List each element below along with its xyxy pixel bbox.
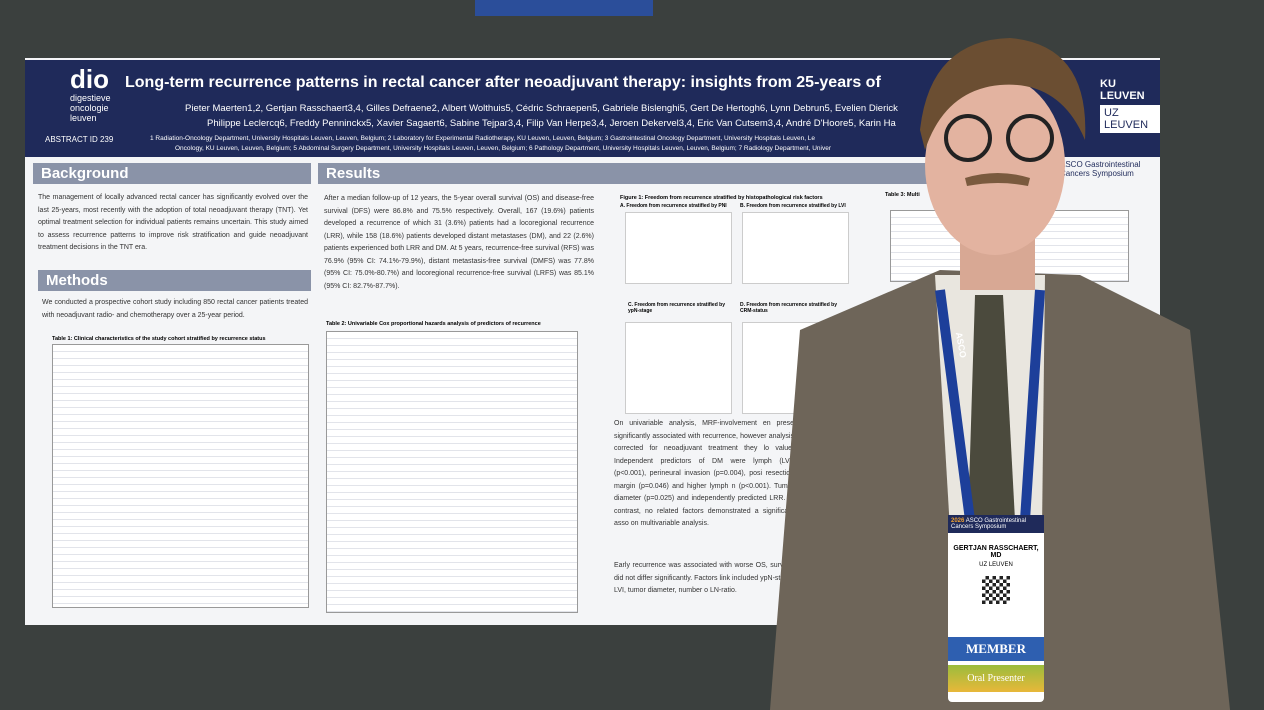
glasses bbox=[944, 114, 992, 162]
symposium-logo: ASCO Gastrointestinal Cancers Symposium bbox=[1060, 160, 1140, 178]
section-heading: Results bbox=[318, 163, 928, 184]
glasses bbox=[1006, 114, 1054, 162]
logo-sub: digestieve oncologie leuven bbox=[70, 93, 111, 123]
uz-logo: UZ LEUVEN bbox=[1100, 105, 1160, 133]
section-heading: Background bbox=[33, 163, 311, 184]
logo: dio bbox=[70, 64, 109, 94]
paragraph: The management of locally advanced recta… bbox=[38, 194, 308, 251]
km-plot bbox=[625, 212, 732, 284]
paragraph: After a median follow-up of 12 years, th… bbox=[324, 195, 595, 290]
title: Long-term recurrence patterns in rectal … bbox=[125, 74, 881, 91]
section-heading: Methods bbox=[38, 270, 311, 291]
badge-event: 2026 ASCO Gastrointestinal Cancers Sympo… bbox=[948, 515, 1044, 533]
figure-title: Figure 1: Freedom from recurrence strati… bbox=[620, 195, 823, 201]
panel-title: A. Freedom from recurrence stratified by… bbox=[620, 203, 727, 209]
badge-name: GERTJAN RASSCHAERT, MD bbox=[953, 545, 1039, 559]
badge: 2026 ASCO Gastrointestinal Cancers Sympo… bbox=[948, 515, 1044, 702]
panel-title: D. Freedom from recurrence stratified by… bbox=[740, 302, 837, 314]
badge-event-text: ASCO Gastrointestinal Cancers Symposium bbox=[951, 518, 1027, 530]
affiliations: 1 Radiation-Oncology Department, Univers… bbox=[150, 135, 816, 142]
hair bbox=[920, 38, 1086, 150]
authors: Pieter Maerten1,2, Gertjan Rasschaert3,4… bbox=[185, 103, 898, 114]
table bbox=[52, 344, 309, 608]
face bbox=[925, 75, 1065, 255]
qr-code bbox=[982, 576, 1010, 604]
ceiling-banner bbox=[475, 0, 653, 16]
paragraph: Early recurrence was associated with wor… bbox=[614, 562, 794, 594]
table-title: Table 1: Clinical characteristics of the… bbox=[52, 336, 266, 342]
paragraph: We conducted a prospective cohort study … bbox=[42, 299, 308, 319]
panel-title: B. Freedom from recurrence stratified by… bbox=[740, 203, 846, 209]
km-plot bbox=[625, 322, 732, 414]
lanyard bbox=[935, 289, 1045, 521]
moustache bbox=[965, 173, 1030, 186]
abstract-id: ABSTRACT ID 239 bbox=[45, 135, 114, 144]
badge-member: MEMBER bbox=[948, 637, 1044, 661]
symposium-text: Cancers Symposium bbox=[1060, 169, 1134, 178]
paragraph: On univariable analysis, MRF-involvement… bbox=[614, 420, 794, 527]
symposium-text: ASCO Gastrointestinal bbox=[1060, 160, 1141, 169]
poster-header: dio digestieve oncologie leuven ABSTRACT… bbox=[25, 60, 1160, 157]
badge-org: UZ LEUVEN bbox=[979, 562, 1013, 568]
badge-year: 2026 bbox=[951, 518, 965, 524]
authors: Philippe Leclercq6, Freddy Penninckx5, X… bbox=[207, 118, 896, 129]
badge-role: Oral Presenter bbox=[948, 665, 1044, 692]
ku-logo: KU LEUVEN bbox=[1100, 78, 1145, 102]
km-plot bbox=[742, 212, 849, 284]
table bbox=[326, 331, 578, 613]
table-title: Table 2: Univariable Cox proportional ha… bbox=[326, 321, 541, 327]
table-title: Table 3: Multi bbox=[885, 192, 920, 198]
affiliations: Oncology, KU Leuven, Leuven, Belgium; 5 … bbox=[175, 145, 832, 152]
panel-title: C. Freedom from recurrence stratified by… bbox=[628, 302, 725, 314]
tie bbox=[968, 295, 1015, 560]
